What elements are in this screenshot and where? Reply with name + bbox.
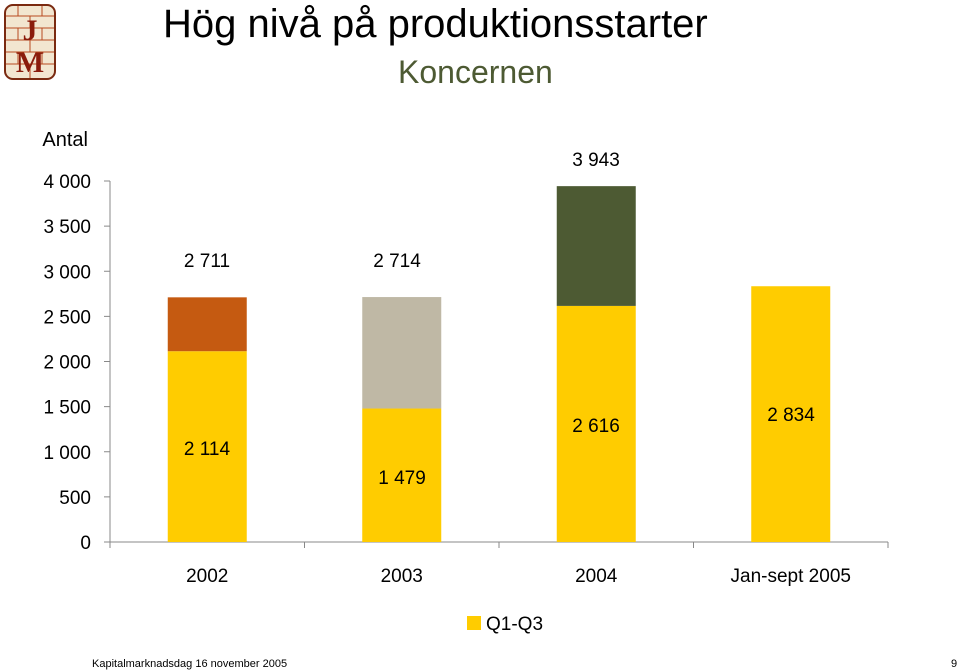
data-label-base: 2 114	[184, 439, 231, 460]
svg-text:J: J	[23, 14, 38, 47]
page-subtitle: Koncernen	[398, 54, 553, 90]
data-label-total: 2 714	[373, 251, 421, 272]
svg-text:M: M	[16, 46, 44, 79]
y-tick-label: 3 000	[43, 262, 91, 283]
y-tick-label: 4 000	[43, 172, 91, 193]
bar-segment-base	[751, 286, 831, 542]
x-tick-label: 2003	[381, 566, 423, 587]
data-label-base: 2 616	[572, 416, 620, 437]
page-number: 9	[951, 658, 958, 670]
bar-segment-base	[167, 351, 247, 542]
x-tick-label: Jan-sept 2005	[731, 566, 851, 587]
footer-text: Kapitalmarknadsdag 16 november 2005	[92, 658, 288, 670]
y-tick-label: 0	[80, 533, 91, 554]
bar-segment-top	[167, 297, 247, 352]
bar-segment-base	[556, 305, 636, 542]
jm-logo: J M	[4, 4, 56, 80]
y-tick-label: 1 000	[43, 443, 91, 464]
data-label-base: 1 479	[378, 468, 426, 489]
bar-segment-base	[362, 408, 442, 542]
page-title: Hög nivå på produktionsstarter	[163, 2, 708, 46]
legend-swatch-q1-q3	[467, 616, 481, 630]
bar-segment-top	[362, 297, 442, 409]
y-tick-label: 1 500	[43, 398, 91, 419]
legend-label-q1-q3: Q1-Q3	[486, 614, 543, 635]
data-label-total: 3 943	[572, 150, 620, 171]
x-tick-label: 2002	[186, 566, 228, 587]
y-tick-label: 2 000	[43, 353, 91, 374]
y-tick-label: 3 500	[43, 217, 91, 238]
x-tick-label: 2004	[575, 566, 618, 587]
data-label-total: 2 711	[184, 251, 230, 272]
data-label-base: 2 834	[767, 405, 815, 426]
y-tick-label: 500	[59, 488, 91, 509]
y-axis-title: Antal	[42, 129, 88, 151]
bar-segment-top	[556, 186, 636, 306]
y-tick-label: 2 500	[43, 307, 91, 328]
